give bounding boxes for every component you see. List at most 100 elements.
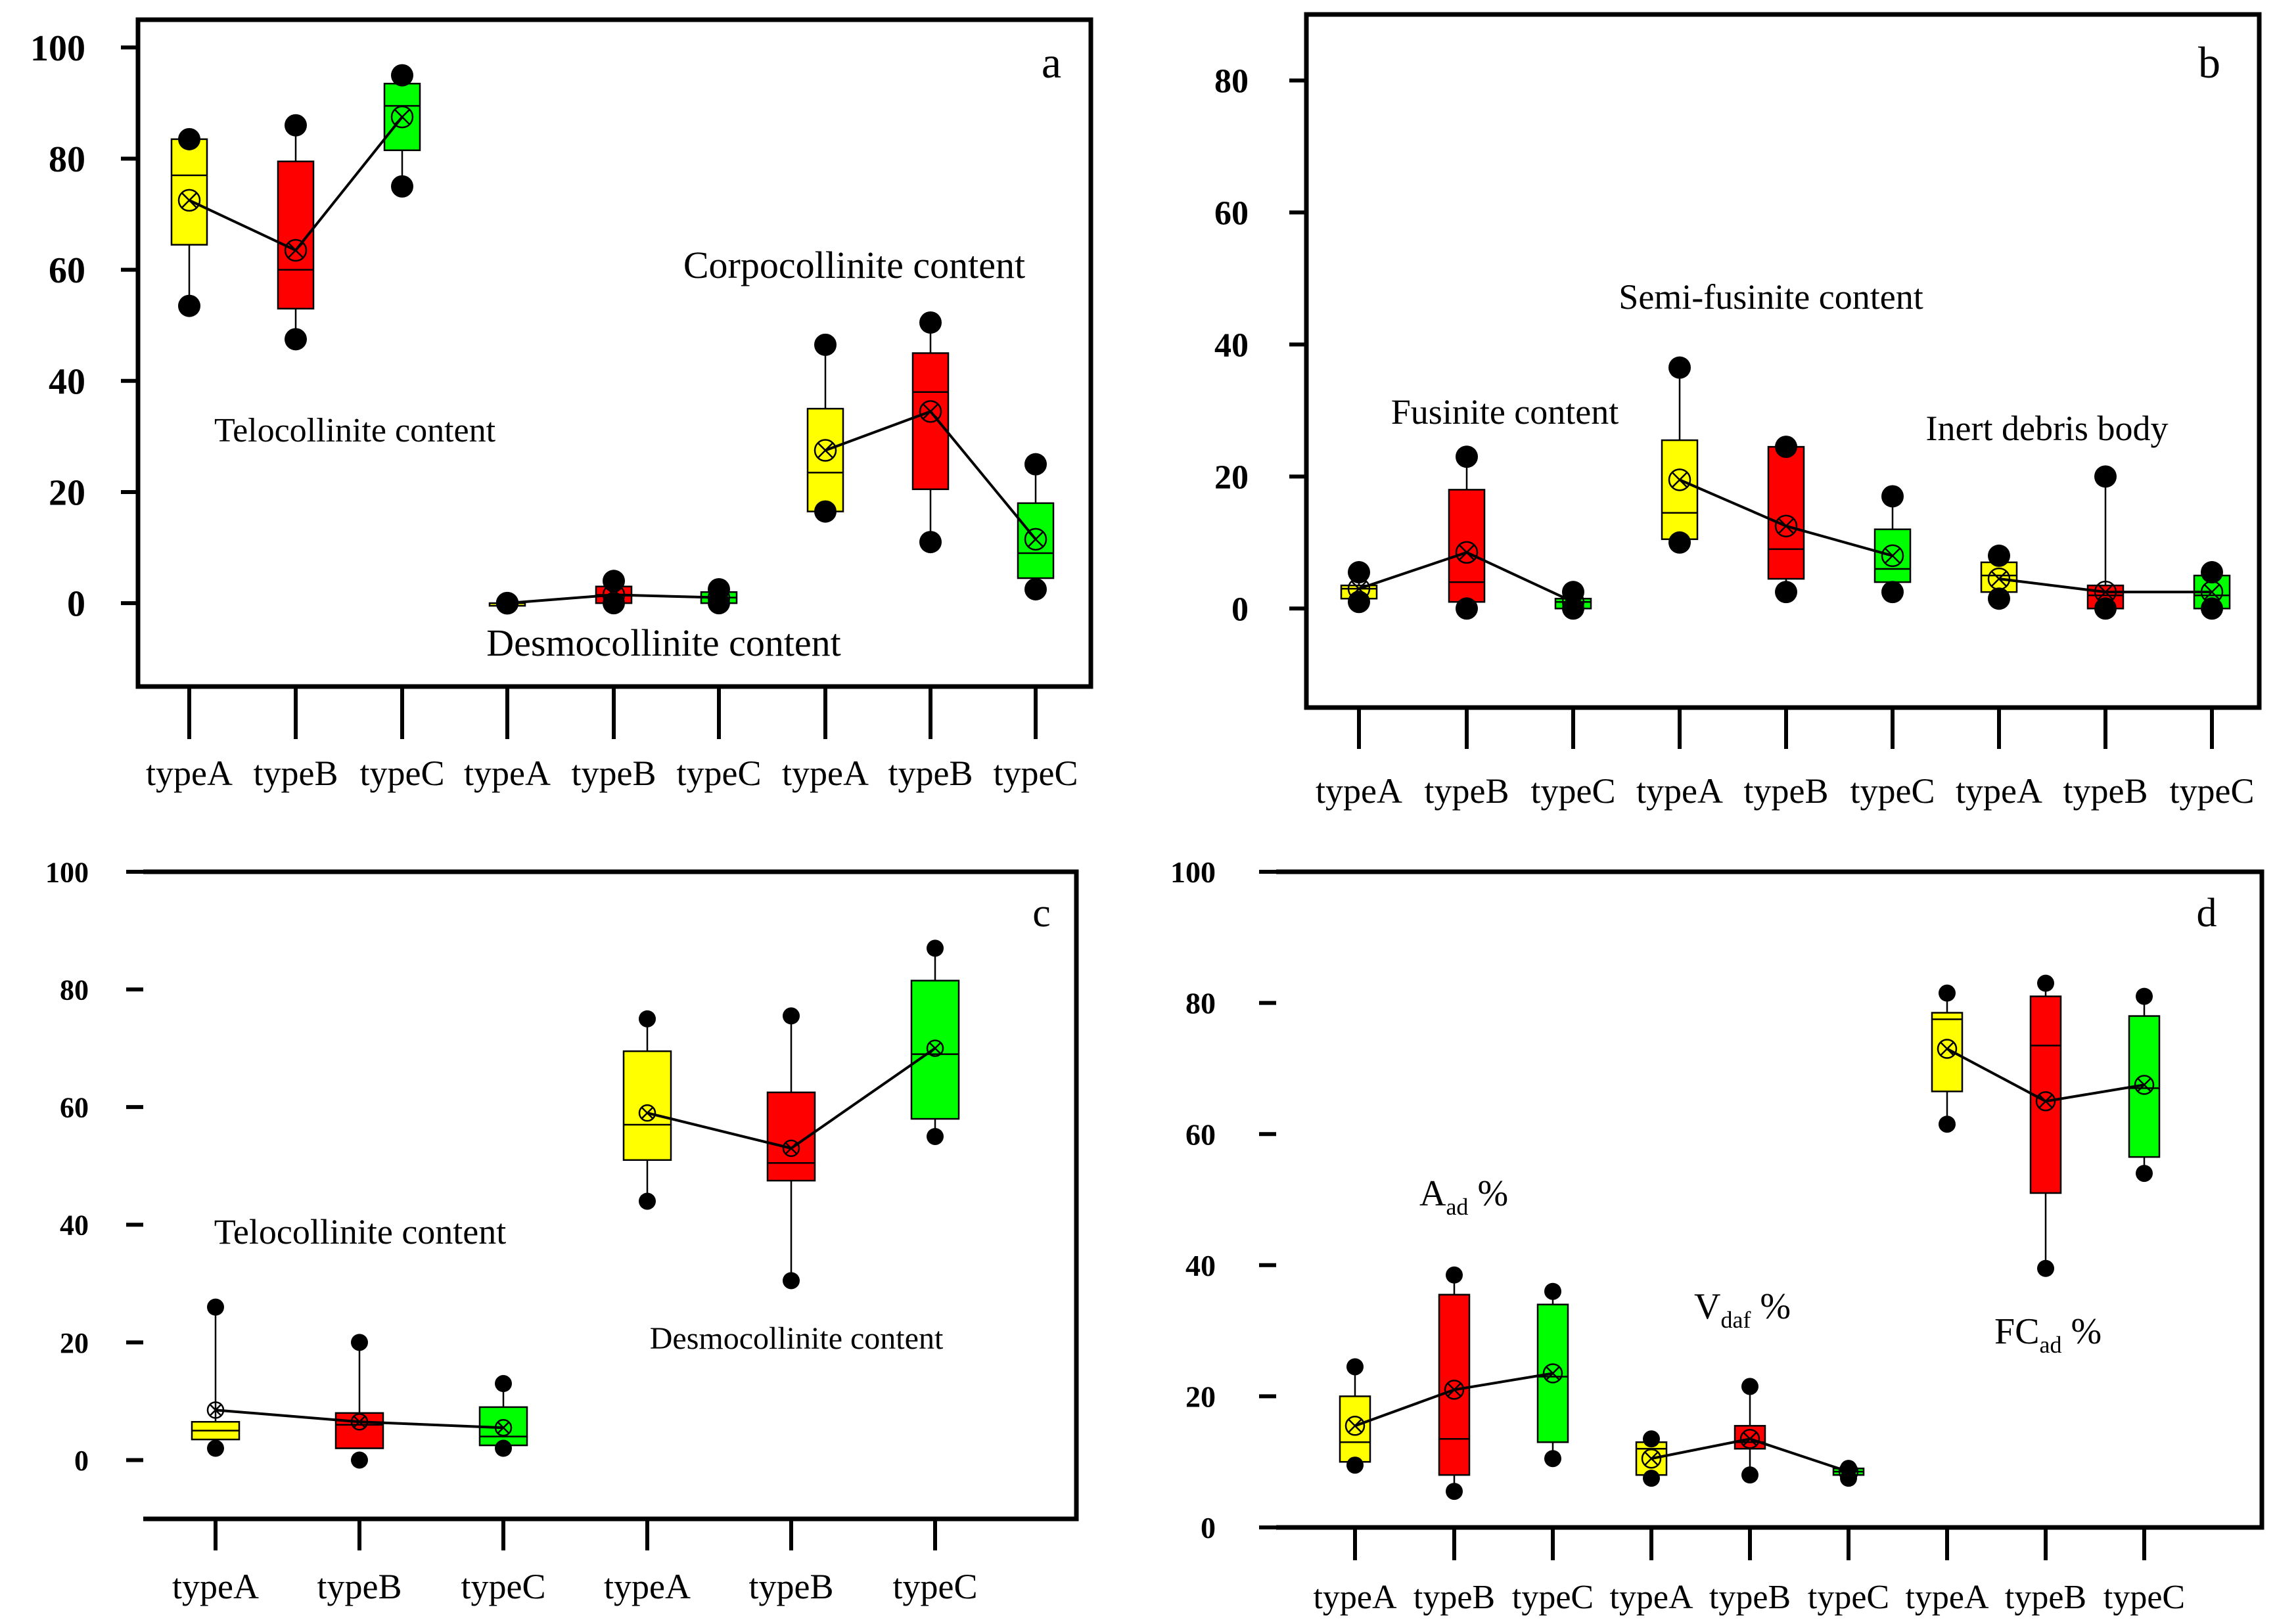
box-typeB [334,1412,384,1449]
panel-b-annotation-inert-debris: Inert debris body [1926,409,2169,448]
x-tick-label: typeA [146,754,233,793]
y-tick-label: 40 [1214,327,1249,365]
min-point [1348,591,1370,614]
min-point [2136,1165,2153,1183]
panel-d-frame [1276,869,2264,1530]
mean-marker [814,439,837,462]
mean-connector [1679,478,1893,557]
min-point [2201,597,2223,620]
x-tick-label: typeC [461,1567,546,1606]
y-tick-label: 40 [1185,1249,1216,1282]
min-point [927,1127,944,1145]
min-point [178,294,200,317]
x-tick-label: typeC [1531,771,1616,811]
box-typeA [1931,1012,1964,1093]
y-tick-label: 80 [49,139,85,180]
max-point [927,939,944,957]
min-point [207,1439,224,1457]
x-tick-label: typeA [1905,1579,1989,1616]
min-point [639,1192,656,1210]
mean-connector [1358,551,1574,604]
max-point [1456,445,1478,468]
y-tick-label: 80 [1185,987,1216,1020]
min-point [1741,1466,1758,1484]
mean-circle [782,1139,800,1158]
box-typeB [1734,1425,1766,1450]
y-tick-label: 0 [67,584,85,625]
mean-circle [638,1104,656,1122]
panel-c-annotation-telocollinite: Telocollinite content [214,1212,507,1252]
x-tick-label: typeA [1313,1579,1397,1616]
panel-c-annotation-desmocollinite: Desmocollinite content [650,1321,944,1356]
panel-d-label: d [2197,891,2217,936]
mean-connector [1998,577,2212,594]
mean-circle [1668,468,1691,491]
box-typeB [1767,445,1805,580]
mean-circle [1739,1429,1760,1449]
min-point [1456,597,1478,620]
min-point [1668,531,1691,554]
mean-connector [647,1047,936,1150]
box-typeB [1438,1294,1471,1476]
mean-circle [814,439,837,462]
panel-c-label: c [1032,891,1051,936]
panel-b-annotation-semifusinite: Semi-fusinite content [1619,277,1923,317]
mean-circle [1542,1363,1563,1384]
mean-connector [215,1409,504,1430]
mean-circle [2035,1091,2056,1112]
x-tick-label: typeC [1512,1579,1594,1616]
mean-connector [189,116,403,252]
max-point [1024,453,1047,476]
max-point [285,114,307,137]
max-point [639,1010,656,1027]
max-point [1668,356,1691,379]
panel-a-annotation-desmocollinite: Desmocollinite content [486,621,841,664]
panel-b-plot: 0 20 40 60 80 typeA typeB typeC typeA typeB typeC t… [1214,63,2255,811]
max-point [1643,1430,1660,1448]
max-point [2037,974,2054,992]
panel-b-label: b [2198,37,2220,87]
y-tick-label: 60 [1214,195,1249,233]
x-tick-label: typeB [1744,771,1829,811]
x-tick-label: typeB [2005,1579,2086,1616]
max-point [207,1298,224,1316]
x-tick-label: typeB [317,1567,402,1606]
x-tick-label: typeC [893,1567,978,1606]
panel-a-annotation-telocollinite: Telocollinite content [214,412,496,449]
x-tick-label: typeC [2103,1579,2185,1616]
box-typeA [170,138,208,246]
mean-circle [1444,1380,1465,1400]
panel-c-frame [143,869,1079,1522]
max-point [351,1334,368,1351]
panel-a: a Telocollinite content Desmocollinite c… [30,17,1093,793]
mean-cross [817,442,834,459]
mean-circle [926,1039,944,1057]
x-tick-label: typeB [572,754,656,793]
panel-c-plot: 0 20 40 60 80 100 typeA typeB typeC typeA typeB typ… [45,856,978,1606]
min-point [1775,581,1797,604]
mean-circle [1881,544,1904,568]
x-tick-label: typeB [2063,771,2148,811]
x-tick-label: typeA [1609,1579,1693,1616]
x-tick-label: typeA [464,754,551,793]
x-tick-label: typeB [749,1567,834,1606]
min-point [1988,587,2010,610]
x-tick-label: typeB [254,754,338,793]
min-point [2037,1259,2054,1277]
box-typeA [1339,1395,1371,1463]
x-tick-label: typeB [1413,1579,1495,1616]
panel-d: d Aad % Vdaf % FCad % 0 20 40 60 80 100 typeA t… [1170,855,2264,1616]
panel-b-annotation-fusinite: Fusinite content [1391,392,1619,432]
max-point [783,1007,800,1025]
y-tick-label: 60 [49,250,85,291]
y-tick-label: 80 [1214,63,1249,101]
x-tick-label: typeA [1636,771,1723,811]
max-point [1939,984,1956,1002]
mean-connector [1946,1047,2145,1103]
min-point [351,1451,368,1469]
x-tick-label: typeA [1316,771,1402,811]
min-point [603,592,625,615]
x-tick-label: typeC [1808,1579,1889,1616]
min-point [285,328,307,351]
